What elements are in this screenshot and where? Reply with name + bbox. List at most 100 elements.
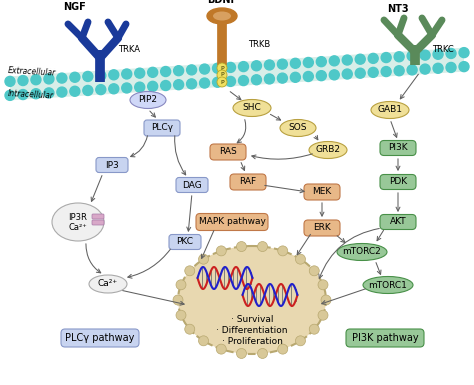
Circle shape (394, 66, 404, 76)
Circle shape (83, 85, 93, 95)
FancyBboxPatch shape (230, 174, 266, 190)
Circle shape (407, 65, 417, 75)
Circle shape (407, 51, 417, 61)
Circle shape (226, 62, 236, 72)
Ellipse shape (337, 243, 387, 261)
Text: PIP2: PIP2 (138, 95, 157, 104)
Circle shape (185, 324, 195, 334)
Circle shape (303, 72, 313, 82)
Circle shape (309, 266, 319, 276)
Polygon shape (10, 48, 464, 100)
Circle shape (316, 57, 326, 67)
Circle shape (420, 64, 430, 74)
Text: Ca²⁺: Ca²⁺ (69, 224, 87, 233)
Circle shape (278, 246, 288, 256)
Circle shape (187, 79, 197, 89)
Text: TRKA: TRKA (118, 45, 140, 54)
FancyBboxPatch shape (346, 329, 424, 347)
Text: IP3R: IP3R (69, 213, 87, 221)
FancyBboxPatch shape (380, 141, 416, 156)
Circle shape (122, 69, 132, 79)
Text: · Survival: · Survival (231, 315, 273, 324)
Circle shape (212, 77, 222, 87)
Circle shape (381, 53, 391, 62)
Circle shape (329, 70, 339, 80)
Circle shape (18, 90, 28, 100)
Text: mTORC1: mTORC1 (369, 281, 408, 290)
Circle shape (96, 85, 106, 95)
Circle shape (70, 86, 80, 96)
FancyBboxPatch shape (210, 144, 246, 160)
Ellipse shape (89, 275, 127, 293)
Circle shape (368, 54, 378, 64)
Ellipse shape (213, 12, 231, 20)
Circle shape (381, 67, 391, 77)
Ellipse shape (207, 8, 237, 24)
Circle shape (318, 310, 328, 320)
Text: NT3: NT3 (387, 4, 409, 14)
Circle shape (173, 295, 183, 305)
Circle shape (5, 76, 15, 86)
Circle shape (318, 280, 328, 290)
Text: ERK: ERK (313, 224, 331, 233)
Circle shape (5, 90, 15, 100)
Circle shape (295, 254, 305, 264)
FancyBboxPatch shape (380, 174, 416, 189)
Circle shape (459, 48, 469, 58)
Circle shape (57, 87, 67, 97)
Text: SHC: SHC (243, 104, 261, 112)
Text: RAF: RAF (239, 177, 256, 186)
Text: SOS: SOS (289, 124, 307, 132)
Text: IP3: IP3 (105, 161, 119, 169)
Ellipse shape (130, 92, 166, 109)
FancyArrowPatch shape (237, 120, 246, 143)
FancyBboxPatch shape (92, 220, 104, 225)
Text: · Proliferation: · Proliferation (221, 337, 283, 346)
Circle shape (18, 75, 28, 85)
Circle shape (238, 62, 248, 72)
Circle shape (252, 61, 262, 71)
Circle shape (355, 68, 365, 78)
Text: P: P (220, 72, 224, 77)
Text: · Differentiation: · Differentiation (216, 326, 288, 335)
Circle shape (446, 49, 456, 59)
Circle shape (31, 75, 41, 85)
Text: PI3K pathway: PI3K pathway (352, 333, 419, 343)
FancyArrowPatch shape (128, 249, 170, 278)
Circle shape (200, 78, 210, 88)
Circle shape (161, 67, 171, 77)
Ellipse shape (363, 276, 413, 293)
Circle shape (303, 57, 313, 67)
FancyBboxPatch shape (380, 214, 416, 229)
Circle shape (44, 74, 54, 84)
Circle shape (226, 76, 236, 86)
Text: mTORC2: mTORC2 (343, 248, 382, 256)
Circle shape (237, 348, 246, 358)
Ellipse shape (280, 119, 316, 137)
Text: RAS: RAS (219, 147, 237, 156)
Circle shape (238, 75, 248, 85)
Circle shape (420, 50, 430, 60)
Text: TRKC: TRKC (432, 45, 454, 54)
Circle shape (309, 324, 319, 334)
Text: DAG: DAG (182, 181, 202, 189)
Circle shape (433, 49, 443, 59)
Circle shape (321, 295, 331, 305)
Text: MEK: MEK (312, 187, 332, 196)
FancyBboxPatch shape (96, 157, 128, 172)
Circle shape (173, 66, 183, 76)
Circle shape (109, 70, 119, 80)
Text: PLCγ pathway: PLCγ pathway (65, 333, 135, 343)
Circle shape (459, 62, 469, 72)
Text: P: P (220, 79, 224, 84)
Circle shape (257, 241, 267, 251)
Circle shape (31, 89, 41, 99)
FancyBboxPatch shape (61, 329, 139, 347)
FancyArrowPatch shape (131, 136, 147, 157)
FancyArrowPatch shape (174, 136, 186, 175)
Circle shape (176, 280, 186, 290)
Text: PLCγ: PLCγ (151, 124, 173, 132)
Circle shape (148, 81, 158, 91)
FancyBboxPatch shape (169, 234, 201, 249)
Text: Ca²⁺: Ca²⁺ (98, 280, 118, 288)
